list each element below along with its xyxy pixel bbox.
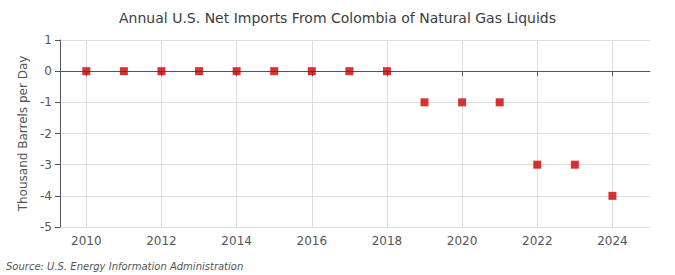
svg-text:2012: 2012 <box>146 234 177 248</box>
svg-text:2024: 2024 <box>597 234 628 248</box>
svg-text:2020: 2020 <box>447 234 478 248</box>
svg-text:Source: U.S. Energy Informatio: Source: U.S. Energy Information Administ… <box>6 261 243 272</box>
svg-text:2014: 2014 <box>221 234 252 248</box>
svg-text:2010: 2010 <box>71 234 102 248</box>
svg-text:2022: 2022 <box>522 234 553 248</box>
svg-text:Thousand Barrels per Day: Thousand Barrels per Day <box>16 56 30 213</box>
svg-text:0: 0 <box>44 64 52 78</box>
svg-text:-1: -1 <box>40 95 52 109</box>
svg-text:-5: -5 <box>40 220 52 234</box>
svg-text:2016: 2016 <box>297 234 328 248</box>
svg-text:Annual U.S. Net Imports From C: Annual U.S. Net Imports From Colombia of… <box>119 10 556 26</box>
svg-text:2018: 2018 <box>372 234 403 248</box>
svg-text:-3: -3 <box>40 158 52 172</box>
svg-text:1: 1 <box>44 33 52 47</box>
svg-text:-4: -4 <box>40 189 52 203</box>
svg-text:-2: -2 <box>40 127 52 141</box>
